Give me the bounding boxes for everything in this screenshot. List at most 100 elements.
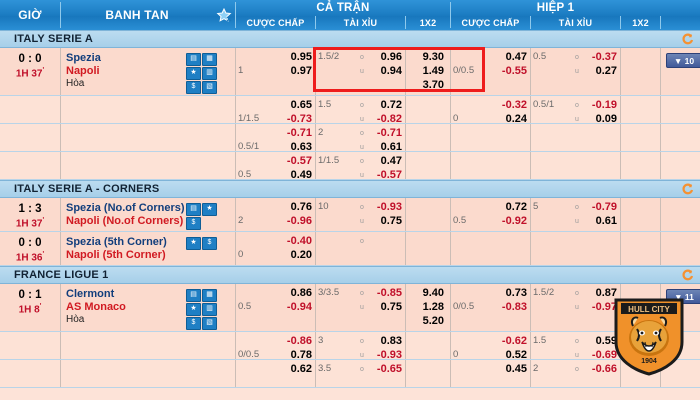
chart-icon[interactable]: ▧: [202, 317, 217, 330]
h1-overunder-over[interactable]: -0.19: [591, 99, 617, 111]
h1-overunder-under[interactable]: -0.69: [591, 349, 617, 361]
ft-handicap-home[interactable]: 0.76: [290, 201, 312, 213]
home-team-name[interactable]: Spezia: [66, 52, 101, 64]
h1-overunder-over[interactable]: -0.79: [591, 201, 617, 213]
ft-overunder-under[interactable]: 0.75: [380, 301, 402, 313]
header-h1-1x2[interactable]: 1X2: [632, 17, 649, 28]
tv-icon[interactable]: ▤: [186, 289, 201, 302]
star-icon[interactable]: ★: [186, 303, 201, 316]
star-icon[interactable]: ★: [186, 237, 201, 250]
ft-overunder-under[interactable]: -0.82: [376, 113, 402, 125]
ft-overunder-over[interactable]: 0.72: [380, 99, 402, 111]
ft-overunder-over[interactable]: 0.83: [380, 335, 402, 347]
star-icon[interactable]: ★: [186, 67, 201, 80]
stats-icon[interactable]: ▥: [202, 303, 217, 316]
header-time[interactable]: GIỜ: [18, 8, 42, 22]
away-team-name[interactable]: AS Monaco: [66, 301, 126, 313]
ft-overunder-over[interactable]: -0.93: [376, 201, 402, 213]
h1-handicap-home[interactable]: -0.32: [501, 99, 527, 111]
h1-handicap-away[interactable]: -0.55: [501, 65, 527, 77]
ft-handicap-away[interactable]: 0.20: [290, 249, 312, 261]
ft-overunder-under[interactable]: -0.57: [376, 169, 402, 181]
header-h1-overunder[interactable]: TÀI XỈU: [558, 17, 593, 28]
ft-handicap-home[interactable]: 0.95: [290, 51, 312, 63]
ft-1x2-home: 9.40: [422, 287, 444, 299]
ft-overunder-under[interactable]: 0.94: [380, 65, 402, 77]
odds-subrow: 0.5 -0.57 0.49 1/1.5 o u 0.47 -0.57: [0, 152, 700, 181]
draw-label[interactable]: Hòa: [66, 78, 85, 89]
header-star-icon[interactable]: [213, 2, 235, 28]
h1-handicap-home[interactable]: 0.47: [505, 51, 527, 63]
draw-label[interactable]: Hòa: [66, 314, 85, 325]
home-team-name[interactable]: Spezia (No.of Corners): [66, 202, 185, 214]
refresh-icon[interactable]: [681, 33, 694, 46]
refresh-icon[interactable]: [681, 269, 694, 282]
ft-handicap-away[interactable]: 0.49: [290, 169, 312, 181]
h1-overunder-under[interactable]: -0.97: [591, 301, 617, 313]
ft-overunder-over[interactable]: -0.85: [376, 287, 402, 299]
home-team-name[interactable]: Clermont: [66, 288, 115, 300]
h1-overunder-over[interactable]: 0.59: [595, 335, 617, 347]
h1-under-mark: u: [575, 68, 579, 75]
h1-overunder-under[interactable]: 0.61: [595, 215, 617, 227]
ft-overunder-over[interactable]: 0.47: [380, 155, 402, 167]
header-ft-1x2[interactable]: 1X2: [419, 17, 437, 28]
home-team-name[interactable]: Spezia (5th Corner): [66, 236, 167, 248]
h1-handicap-home[interactable]: -0.62: [501, 335, 527, 347]
h1-overunder-over[interactable]: -0.37: [591, 51, 617, 63]
ft-handicap-home[interactable]: 0.62: [290, 363, 312, 375]
ft-overunder-under[interactable]: 0.61: [380, 141, 402, 153]
star-icon[interactable]: ★: [202, 203, 217, 216]
header-ft-handicap[interactable]: CƯỢC CHẤP: [246, 17, 305, 28]
ft-overunder-under[interactable]: -0.93: [376, 349, 402, 361]
cash-icon[interactable]: $: [186, 217, 201, 230]
odds-count-button[interactable]: ▼ 10: [666, 53, 700, 68]
cash-icon[interactable]: $: [186, 81, 201, 94]
header-h1-handicap[interactable]: CƯỢC CHẤP: [461, 17, 520, 28]
stats-icon[interactable]: ▥: [202, 67, 217, 80]
h1-handicap-away[interactable]: -0.92: [501, 215, 527, 227]
ft-handicap-home[interactable]: 0.65: [290, 99, 312, 111]
ft-overunder-under[interactable]: 0.75: [380, 215, 402, 227]
match-score-cell: 0 : 1 1H 8': [0, 284, 60, 315]
header-match[interactable]: BANH TAN: [105, 8, 169, 22]
away-team-name[interactable]: Napoli (No.of Corners): [66, 215, 184, 227]
h1-overunder-under[interactable]: 0.27: [595, 65, 617, 77]
h1-overunder-over[interactable]: 0.87: [595, 287, 617, 299]
away-team-name[interactable]: Napoli: [66, 65, 100, 77]
ft-handicap-away[interactable]: -0.73: [286, 113, 312, 125]
h1-overunder-under[interactable]: 0.09: [595, 113, 617, 125]
header-ft-overunder[interactable]: TÀI XỈU: [343, 17, 378, 28]
h1-overunder-over[interactable]: -0.66: [591, 363, 617, 375]
h1-handicap-home[interactable]: 0.73: [505, 287, 527, 299]
ft-handicap-away[interactable]: 0.78: [290, 349, 312, 361]
cash-icon[interactable]: $: [202, 237, 217, 250]
ft-handicap-home[interactable]: -0.40: [286, 235, 312, 247]
tv-icon[interactable]: ▤: [186, 203, 201, 216]
cash-icon[interactable]: $: [186, 317, 201, 330]
h1-handicap-away[interactable]: 0.24: [505, 113, 527, 125]
ft-handicap-away[interactable]: 0.97: [290, 65, 312, 77]
ft-handicap-home[interactable]: -0.86: [286, 335, 312, 347]
chart-icon[interactable]: ▧: [202, 81, 217, 94]
refresh-icon[interactable]: [681, 183, 694, 196]
h1-handicap-away[interactable]: 0.52: [505, 349, 527, 361]
ft-handicap-away[interactable]: 0.63: [290, 141, 312, 153]
h1-handicap-home[interactable]: 0.45: [505, 363, 527, 375]
ft-overunder-over[interactable]: -0.71: [376, 127, 402, 139]
away-team-name[interactable]: Napoli (5th Corner): [66, 249, 166, 261]
ft-handicap-home[interactable]: -0.71: [286, 127, 312, 139]
ft-handicap-home[interactable]: -0.57: [286, 155, 312, 167]
h1-handicap-home[interactable]: 0.72: [505, 201, 527, 213]
ft-handicap-away[interactable]: -0.96: [286, 215, 312, 227]
tv-icon[interactable]: ▤: [186, 53, 201, 66]
ft-overunder-over[interactable]: -0.65: [376, 363, 402, 375]
ft-overunder-over[interactable]: 0.96: [380, 51, 402, 63]
ft-under-mark: u: [360, 68, 364, 75]
match-time: 1H 37': [15, 67, 45, 80]
ft-handicap-home[interactable]: 0.86: [290, 287, 312, 299]
ft-handicap-away[interactable]: -0.94: [286, 301, 312, 313]
h1-handicap-away[interactable]: -0.83: [501, 301, 527, 313]
pitch-icon[interactable]: ▦: [202, 289, 217, 302]
pitch-icon[interactable]: ▦: [202, 53, 217, 66]
